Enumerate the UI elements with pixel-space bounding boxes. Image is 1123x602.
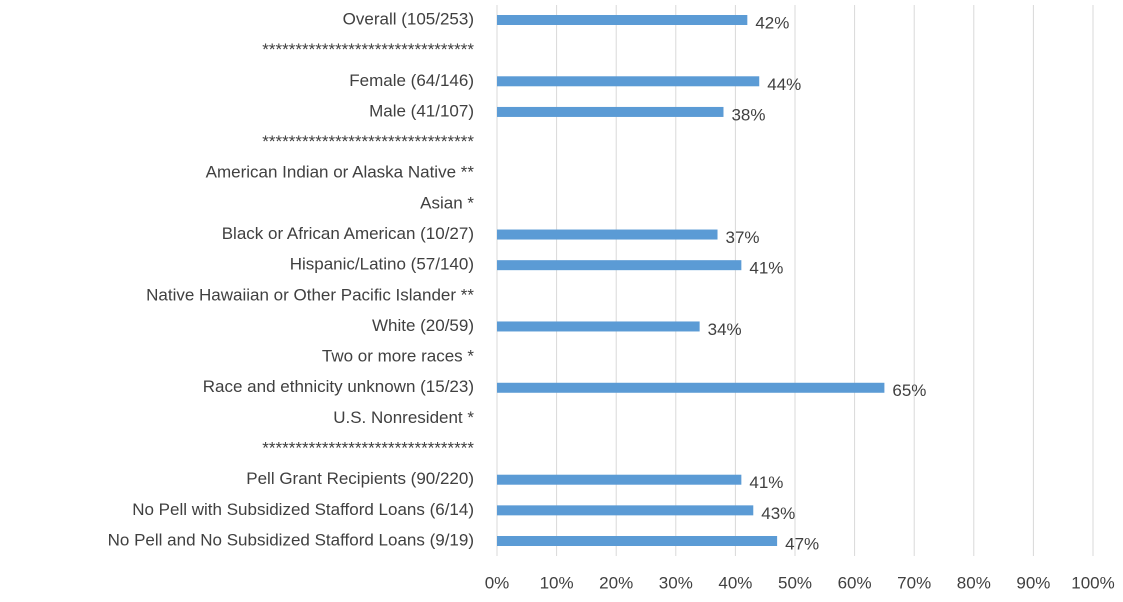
- data-label: 34%: [708, 320, 742, 339]
- y-tick-label: Pell Grant Recipients (90/220): [246, 469, 474, 488]
- y-tick-label: ********************************: [262, 439, 474, 458]
- y-tick-label: Asian *: [420, 193, 474, 212]
- x-tick-label: 70%: [897, 573, 931, 592]
- y-tick-label: No Pell with Subsidized Stafford Loans (…: [132, 500, 474, 519]
- x-tick-label: 100%: [1071, 573, 1114, 592]
- data-label: 47%: [785, 534, 819, 553]
- y-tick-label: Female (64/146): [349, 71, 474, 90]
- x-tick-label: 90%: [1016, 573, 1050, 592]
- data-label: 44%: [767, 75, 801, 94]
- bar: [497, 321, 700, 332]
- y-tick-label: White (20/59): [372, 316, 474, 335]
- y-tick-label: Race and ethnicity unknown (15/23): [203, 377, 474, 396]
- data-label: 41%: [749, 473, 783, 492]
- data-label: 37%: [726, 228, 760, 247]
- bar: [497, 536, 778, 546]
- x-tick-label: 80%: [957, 573, 991, 592]
- bar: [497, 106, 724, 117]
- x-tick-label: 50%: [778, 573, 812, 592]
- y-tick-label: ********************************: [262, 132, 474, 151]
- bar: [497, 15, 748, 25]
- data-label: 43%: [761, 504, 795, 523]
- x-tick-label: 0%: [485, 573, 510, 592]
- y-tick-label: American Indian or Alaska Native **: [206, 163, 475, 182]
- bar: [497, 505, 754, 516]
- y-tick-label: Native Hawaiian or Other Pacific Islande…: [146, 285, 474, 304]
- y-tick-label: Hispanic/Latino (57/140): [290, 255, 474, 274]
- x-tick-label: 10%: [540, 573, 574, 592]
- data-label: 42%: [755, 13, 789, 32]
- data-label: 38%: [731, 105, 765, 124]
- y-tick-label: Male (41/107): [369, 101, 474, 120]
- bar: [497, 474, 742, 485]
- y-tick-label: ********************************: [262, 40, 474, 59]
- y-tick-label: U.S. Nonresident *: [333, 408, 474, 427]
- y-tick-label: Two or more races *: [322, 347, 474, 366]
- bar: [497, 229, 718, 240]
- bar: [497, 260, 742, 271]
- data-label: 41%: [749, 259, 783, 278]
- bar: [497, 382, 885, 393]
- data-label: 65%: [892, 381, 926, 400]
- y-tick-label: No Pell and No Subsidized Stafford Loans…: [108, 530, 474, 549]
- bar: [497, 76, 760, 87]
- y-tick-label: Black or African American (10/27): [222, 224, 474, 243]
- x-tick-label: 20%: [599, 573, 633, 592]
- y-tick-label: Overall (105/253): [343, 9, 474, 28]
- x-tick-label: 30%: [659, 573, 693, 592]
- x-tick-label: 60%: [838, 573, 872, 592]
- x-tick-label: 40%: [718, 573, 752, 592]
